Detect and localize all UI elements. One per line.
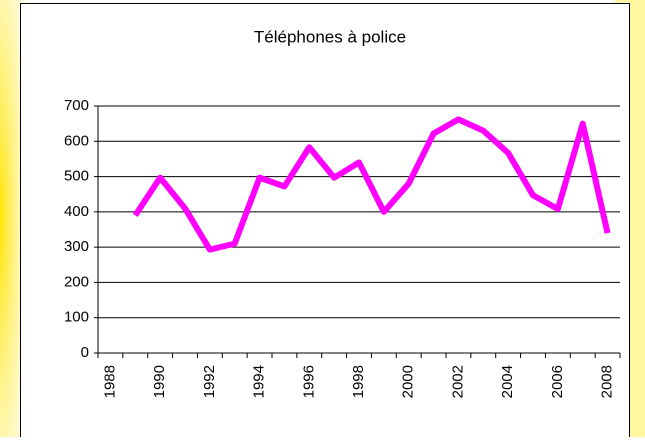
- x-tick-label: 1996: [300, 365, 317, 398]
- x-tick-label: 2004: [499, 365, 516, 398]
- y-tick-label: 700: [64, 97, 89, 114]
- x-tick-label: 1994: [251, 365, 268, 398]
- data-line: [132, 116, 611, 253]
- y-tick-label: 0: [81, 344, 89, 361]
- y-tick-label: 300: [64, 238, 89, 255]
- y-tick-label: 200: [64, 273, 89, 290]
- y-tick-label: 400: [64, 203, 89, 220]
- y-tick-label: 600: [64, 132, 89, 149]
- x-tick-label: 1988: [101, 365, 118, 398]
- x-tick-label: 1990: [151, 365, 168, 398]
- chart-panel: [20, 3, 630, 442]
- x-tick-label: 2006: [549, 365, 566, 398]
- x-tick-label: 1992: [201, 365, 218, 398]
- x-tick-label: 2000: [400, 365, 417, 398]
- x-tick-label: 2002: [449, 365, 466, 398]
- y-tick-label: 100: [64, 309, 89, 326]
- y-tick-label: 500: [64, 168, 89, 185]
- chart-title: Téléphones à police: [254, 27, 406, 46]
- x-tick-label: 1998: [350, 365, 367, 398]
- x-tick-label: 2008: [599, 365, 616, 398]
